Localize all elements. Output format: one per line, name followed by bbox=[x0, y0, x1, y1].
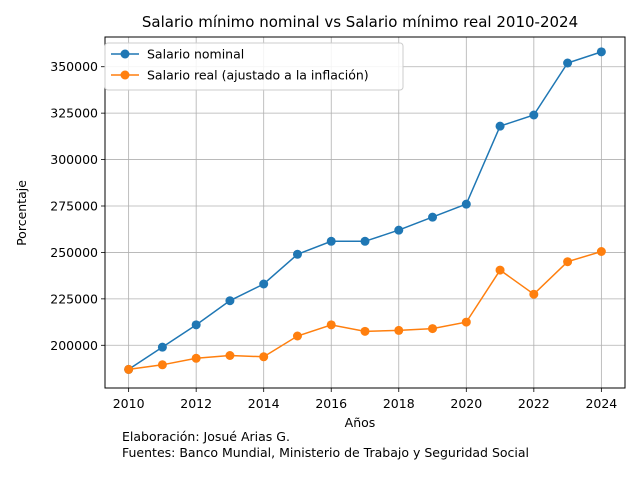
y-tick-label: 200000 bbox=[50, 338, 98, 353]
data-point bbox=[292, 249, 302, 259]
x-tick-label: 2020 bbox=[450, 396, 482, 411]
y-tick-label: 300000 bbox=[50, 152, 98, 167]
data-point bbox=[360, 326, 370, 336]
data-point bbox=[495, 121, 505, 131]
x-tick-label: 2014 bbox=[248, 396, 280, 411]
data-point bbox=[428, 212, 438, 222]
x-tick-label: 2010 bbox=[113, 396, 145, 411]
data-point bbox=[563, 58, 573, 68]
data-point bbox=[259, 352, 269, 362]
y-axis: 200000 225000 250000 275000 300000 325000 3500… bbox=[50, 59, 105, 353]
legend-label: Salario real (ajustado a la inflación) bbox=[147, 68, 369, 83]
data-point bbox=[563, 257, 573, 267]
footnote-sources: Fuentes: Banco Mundial, Ministerio de Tr… bbox=[122, 445, 530, 460]
series-1 bbox=[124, 47, 606, 374]
legend-marker bbox=[120, 49, 130, 59]
series-layer bbox=[124, 47, 606, 374]
data-point bbox=[292, 331, 302, 341]
x-tick-label: 2016 bbox=[315, 396, 347, 411]
data-point bbox=[461, 199, 471, 209]
data-point bbox=[326, 236, 336, 246]
legend-label: Salario nominal bbox=[147, 47, 244, 62]
x-tick-label: 2018 bbox=[383, 396, 415, 411]
y-tick-label: 275000 bbox=[50, 199, 98, 214]
data-point bbox=[191, 320, 201, 330]
data-point bbox=[157, 360, 167, 370]
x-axis-label: Años bbox=[345, 415, 376, 430]
data-point bbox=[529, 110, 539, 120]
x-axis: 2010 2012 2014 2016 2018 2020 2022 2024 bbox=[113, 388, 617, 411]
data-point bbox=[529, 289, 539, 299]
x-tick-label: 2012 bbox=[180, 396, 212, 411]
legend: Salario nominal Salario real (ajustado a … bbox=[104, 42, 404, 91]
data-point bbox=[428, 324, 438, 334]
legend-marker bbox=[120, 70, 130, 80]
legend-box bbox=[104, 42, 404, 91]
data-point bbox=[259, 279, 269, 289]
data-point bbox=[326, 320, 336, 330]
data-point bbox=[596, 47, 606, 57]
data-point bbox=[225, 296, 235, 306]
data-point bbox=[394, 225, 404, 235]
x-tick-label: 2024 bbox=[585, 396, 617, 411]
y-axis-label: Porcentaje bbox=[14, 180, 29, 246]
data-point bbox=[495, 265, 505, 275]
data-point bbox=[461, 317, 471, 327]
data-point bbox=[124, 364, 134, 374]
chart-title: Salario mínimo nominal vs Salario mínimo… bbox=[142, 13, 578, 31]
series-2 bbox=[124, 247, 606, 374]
y-tick-label: 225000 bbox=[50, 291, 98, 306]
y-tick-label: 350000 bbox=[50, 59, 98, 74]
y-tick-label: 325000 bbox=[50, 106, 98, 121]
data-point bbox=[596, 247, 606, 256]
data-point bbox=[225, 351, 235, 360]
x-tick-label: 2022 bbox=[518, 396, 550, 411]
plot-frame bbox=[104, 36, 626, 389]
data-point bbox=[157, 342, 167, 352]
data-point bbox=[394, 325, 404, 335]
y-tick-label: 250000 bbox=[50, 245, 98, 260]
footnote-author: Elaboración: Josué Arias G. bbox=[122, 429, 290, 444]
data-point bbox=[191, 353, 201, 363]
data-point bbox=[360, 236, 370, 246]
